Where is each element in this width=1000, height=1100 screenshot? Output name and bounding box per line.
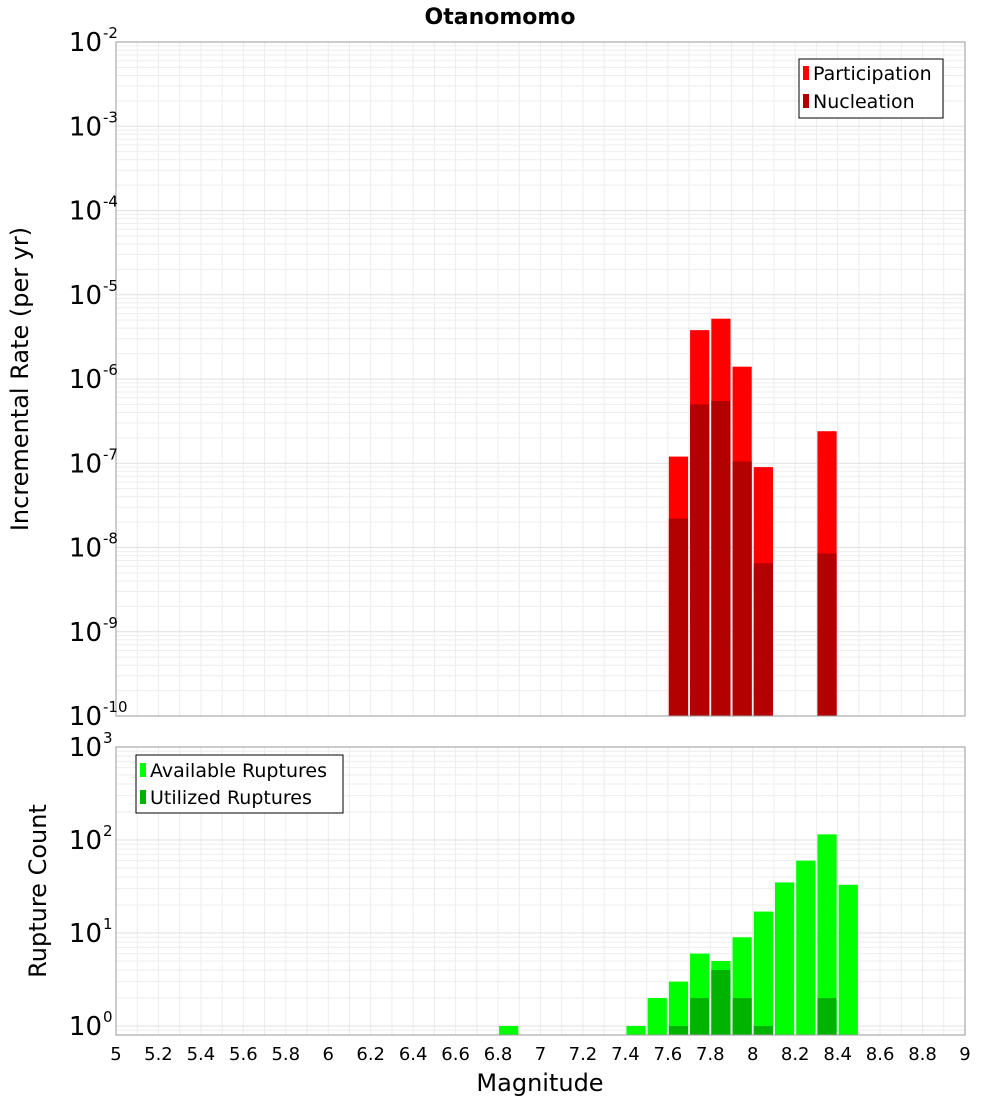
utilized-bar (753, 1025, 773, 1035)
available-bar (626, 1025, 646, 1035)
count-bars (499, 834, 858, 1035)
x-tick-label: 7 (535, 1044, 546, 1065)
nucleation-bar (817, 553, 837, 716)
nucleation-bar (690, 404, 710, 716)
available-bar (817, 834, 837, 1035)
x-tick-label: 7.6 (654, 1044, 683, 1065)
rate-y-tick-label: 10 (69, 28, 102, 58)
count-y-tick-exponent: 3 (103, 729, 113, 747)
nucleation-legend-swatch (803, 94, 809, 108)
x-tick-label: 8.4 (823, 1044, 852, 1065)
nucleation-bar (711, 400, 731, 716)
rate-y-tick-exponent: -8 (103, 530, 118, 548)
participation-legend-label: Participation (813, 63, 932, 85)
nucleation-legend-label: Nucleation (813, 91, 915, 113)
rate-y-tick-exponent: -3 (103, 108, 118, 126)
x-tick-label: 5.4 (187, 1044, 216, 1065)
x-tick-label: 8.2 (781, 1044, 810, 1065)
x-tick-label: 7.8 (696, 1044, 725, 1065)
nucleation-bar (753, 563, 773, 716)
available-bar (753, 911, 773, 1035)
rate-y-tick-label: 10 (69, 365, 102, 395)
x-tick-label: 6 (323, 1044, 334, 1065)
count-y-tick-label: 10 (69, 919, 102, 949)
rate-legend: Participation Nucleation (798, 58, 944, 119)
rate-y-tick-label: 10 (69, 281, 102, 311)
participation-legend-swatch (803, 66, 809, 80)
available-bar (774, 882, 795, 1035)
x-tick-label: 6.6 (441, 1044, 470, 1065)
utilized-bar (817, 997, 837, 1035)
rate-y-tick-exponent: -7 (103, 445, 118, 463)
available-bar (647, 997, 667, 1035)
utilized-legend-label: Utilized Ruptures (150, 787, 312, 809)
count-y-tick-label: 10 (69, 826, 102, 856)
utilized-legend-swatch (140, 790, 146, 804)
rate-y-ticks: 10-210-310-410-510-610-710-810-910-10 (69, 24, 128, 732)
rate-y-tick-exponent: -4 (103, 193, 118, 211)
available-bar (838, 884, 858, 1035)
chart-title: Otanomomo (425, 5, 576, 30)
rate-plot-frame (115, 41, 966, 717)
x-tick-label: 9 (959, 1044, 970, 1065)
nucleation-bar (668, 518, 689, 716)
rate-y-tick-exponent: -10 (103, 698, 128, 716)
x-tick-label: 8.6 (866, 1044, 895, 1065)
x-tick-label: 7.2 (569, 1044, 598, 1065)
utilized-bar (711, 969, 731, 1035)
x-tick-label: 6.4 (399, 1044, 428, 1065)
count-y-axis-label: Rupture Count (24, 804, 52, 978)
rate-y-tick-exponent: -9 (103, 614, 118, 632)
count-plot-frame (115, 746, 966, 1036)
x-tick-label: 8.8 (908, 1044, 937, 1065)
rate-y-tick-exponent: -6 (103, 361, 118, 379)
count-y-tick-label: 10 (69, 1012, 102, 1042)
x-tick-label: 5.8 (271, 1044, 300, 1065)
rate-y-tick-label: 10 (69, 449, 102, 479)
rate-y-tick-label: 10 (69, 534, 102, 564)
rate-y-tick-label: 10 (69, 112, 102, 142)
available-bar (499, 1025, 519, 1035)
count-y-tick-exponent: 0 (103, 1008, 113, 1026)
available-bar (796, 860, 816, 1035)
utilized-bar (690, 997, 710, 1035)
x-tick-label: 6.8 (484, 1044, 513, 1065)
magnitude-x-ticks: 5 5.2 5.4 5.6 5.8 6 6.2 6.4 6.6 6.8 7 7.2 7.4 7.6 7.8 8… (110, 1044, 970, 1065)
rate-bars (668, 318, 837, 716)
count-y-tick-label: 10 (69, 733, 102, 763)
count-legend-box (135, 754, 344, 814)
rate-y-tick-label: 10 (69, 618, 102, 648)
x-tick-label: 6.2 (356, 1044, 385, 1065)
x-tick-label: 7.4 (611, 1044, 640, 1065)
rate-y-tick-exponent: -5 (103, 277, 118, 295)
rate-y-tick-label: 10 (69, 197, 102, 227)
available-legend-swatch (140, 763, 146, 777)
utilized-bar (732, 997, 752, 1035)
x-tick-label: 8 (747, 1044, 758, 1065)
rate-grid (115, 42, 966, 717)
x-tick-label: 5 (110, 1044, 121, 1065)
count-y-tick-exponent: 2 (103, 822, 113, 840)
utilized-bar (668, 1025, 689, 1035)
rate-y-tick-exponent: -2 (103, 24, 118, 42)
rate-panel: 10-210-310-410-510-610-710-810-910-10 In… (6, 24, 966, 732)
available-legend-label: Available Ruptures (150, 760, 327, 782)
rate-y-axis-label: Incremental Rate (per yr) (6, 227, 34, 531)
magnitude-x-axis-label: Magnitude (476, 1069, 603, 1097)
nucleation-bar (732, 461, 752, 716)
available-bar (668, 981, 689, 1035)
x-tick-label: 5.6 (229, 1044, 258, 1065)
count-legend: Available Ruptures Utilized Ruptures (135, 754, 344, 814)
rate-legend-box (798, 58, 944, 119)
count-y-tick-exponent: 1 (103, 915, 113, 933)
rate-y-tick-label: 10 (69, 702, 102, 732)
x-tick-label: 5.2 (144, 1044, 173, 1065)
